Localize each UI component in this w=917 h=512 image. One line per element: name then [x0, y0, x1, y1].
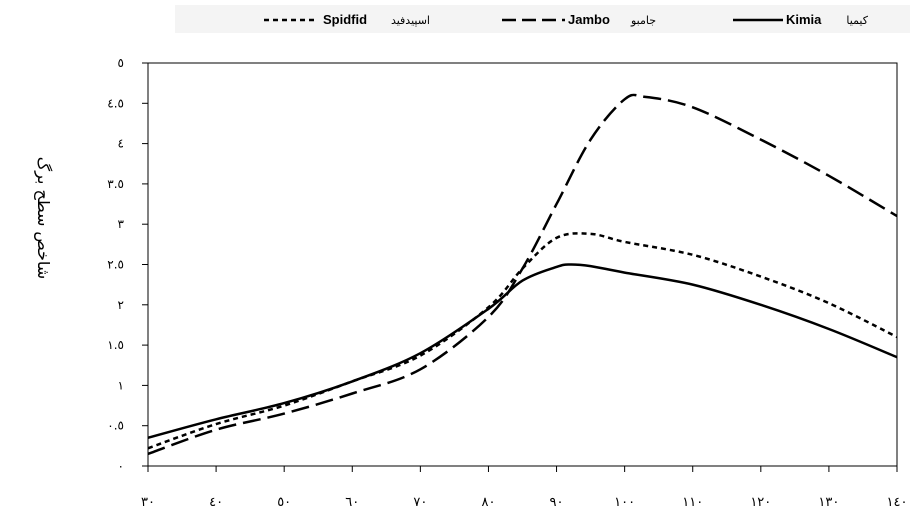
legend-label-spidfid: Spidfid	[323, 12, 367, 27]
x-axis-ticks: ۳۰ ٤۰ ٥۰ ٦۰ ۷۰ ۸۰ ۹۰ ۱۰۰ ۱۱۰ ۱۲۰ ۱۳۰ ۱٤۰	[141, 466, 907, 510]
x-tick-label: ۱۱۰	[682, 495, 703, 510]
y-tick-label: ٠.٥	[107, 419, 124, 433]
legend-label-jambo: Jambo	[568, 12, 610, 27]
plot-area	[147, 62, 898, 467]
series-line-spidfid	[147, 232, 898, 450]
y-tick-label: ١.٥	[107, 338, 124, 352]
legend-item-kimia: Kimia کیمیا	[733, 12, 869, 27]
legend-label-fa-jambo: جامبو	[630, 14, 656, 27]
x-tick-label: ٦۰	[345, 495, 359, 510]
x-tick-label: ٥۰	[277, 495, 291, 510]
y-tick-label: ٥	[118, 56, 124, 70]
legend-item-spidfid: Spidfid اسپیدفید	[264, 12, 430, 27]
x-tick-label: ۱۰۰	[614, 495, 635, 510]
x-tick-label: ۳۰	[141, 495, 155, 510]
y-axis-label: شاخص سطح برگ	[33, 157, 53, 279]
x-tick-label: ۱۳۰	[818, 495, 839, 510]
x-tick-label: ۸۰	[481, 495, 495, 510]
y-tick-label: ٤	[118, 137, 124, 151]
legend-label-kimia: Kimia	[786, 12, 822, 27]
y-axis-ticks: ٠ ٠.٥ ١ ١.٥ ٢ ٢.٥ ٣ ٣.٥ ٤ ٤.٥ ٥	[107, 56, 148, 473]
y-tick-label: ٢.٥	[107, 258, 124, 272]
y-tick-label: ٣.٥	[107, 177, 124, 191]
y-tick-label: ٣	[118, 217, 125, 231]
x-tick-label: ۹۰	[550, 495, 564, 510]
x-tick-label: ۷۰	[413, 495, 427, 510]
y-tick-label: ٤.٥	[107, 96, 124, 110]
y-tick-label: ١	[118, 378, 124, 392]
legend: Spidfid اسپیدفید Jambo جامبو Kimia کیمیا	[175, 5, 910, 33]
legend-label-fa-spidfid: اسپیدفید	[391, 14, 430, 27]
x-tick-label: ۱۲۰	[750, 495, 771, 510]
series-lines	[147, 93, 898, 456]
legend-label-fa-kimia: کیمیا	[846, 14, 868, 27]
y-tick-label: ٢	[118, 298, 124, 312]
x-tick-label: ۱٤۰	[887, 495, 908, 510]
legend-item-jambo: Jambo جامبو	[502, 12, 656, 27]
series-line-kimia	[147, 263, 898, 440]
x-tick-label: ٤۰	[209, 495, 223, 510]
y-tick-label: ٠	[118, 459, 124, 473]
series-line-jambo	[147, 93, 898, 456]
